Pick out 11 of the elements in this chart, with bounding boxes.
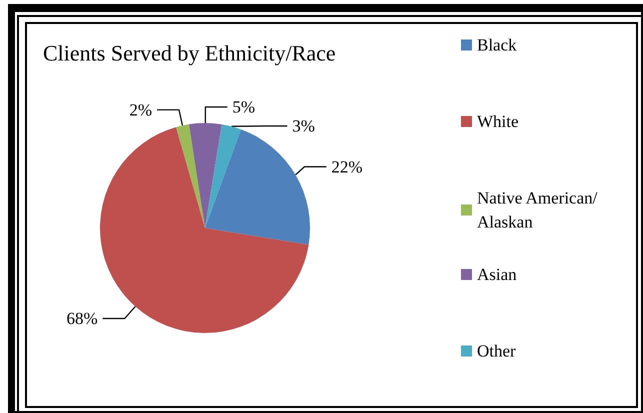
data-label: 3% — [292, 116, 315, 136]
legend-label: Native American/Alaskan — [477, 188, 598, 232]
legend-label: Other — [477, 342, 516, 360]
data-label: 5% — [232, 98, 256, 116]
chart-title: Clients Served by Ethnicity/Race — [43, 40, 336, 66]
data-label: 22% — [331, 157, 363, 176]
data-label: 2% — [129, 100, 152, 120]
legend-label: Black — [477, 36, 518, 54]
legend-label: White — [477, 112, 519, 131]
data-label: 68% — [66, 308, 98, 328]
legend-label: Asian — [477, 265, 518, 284]
